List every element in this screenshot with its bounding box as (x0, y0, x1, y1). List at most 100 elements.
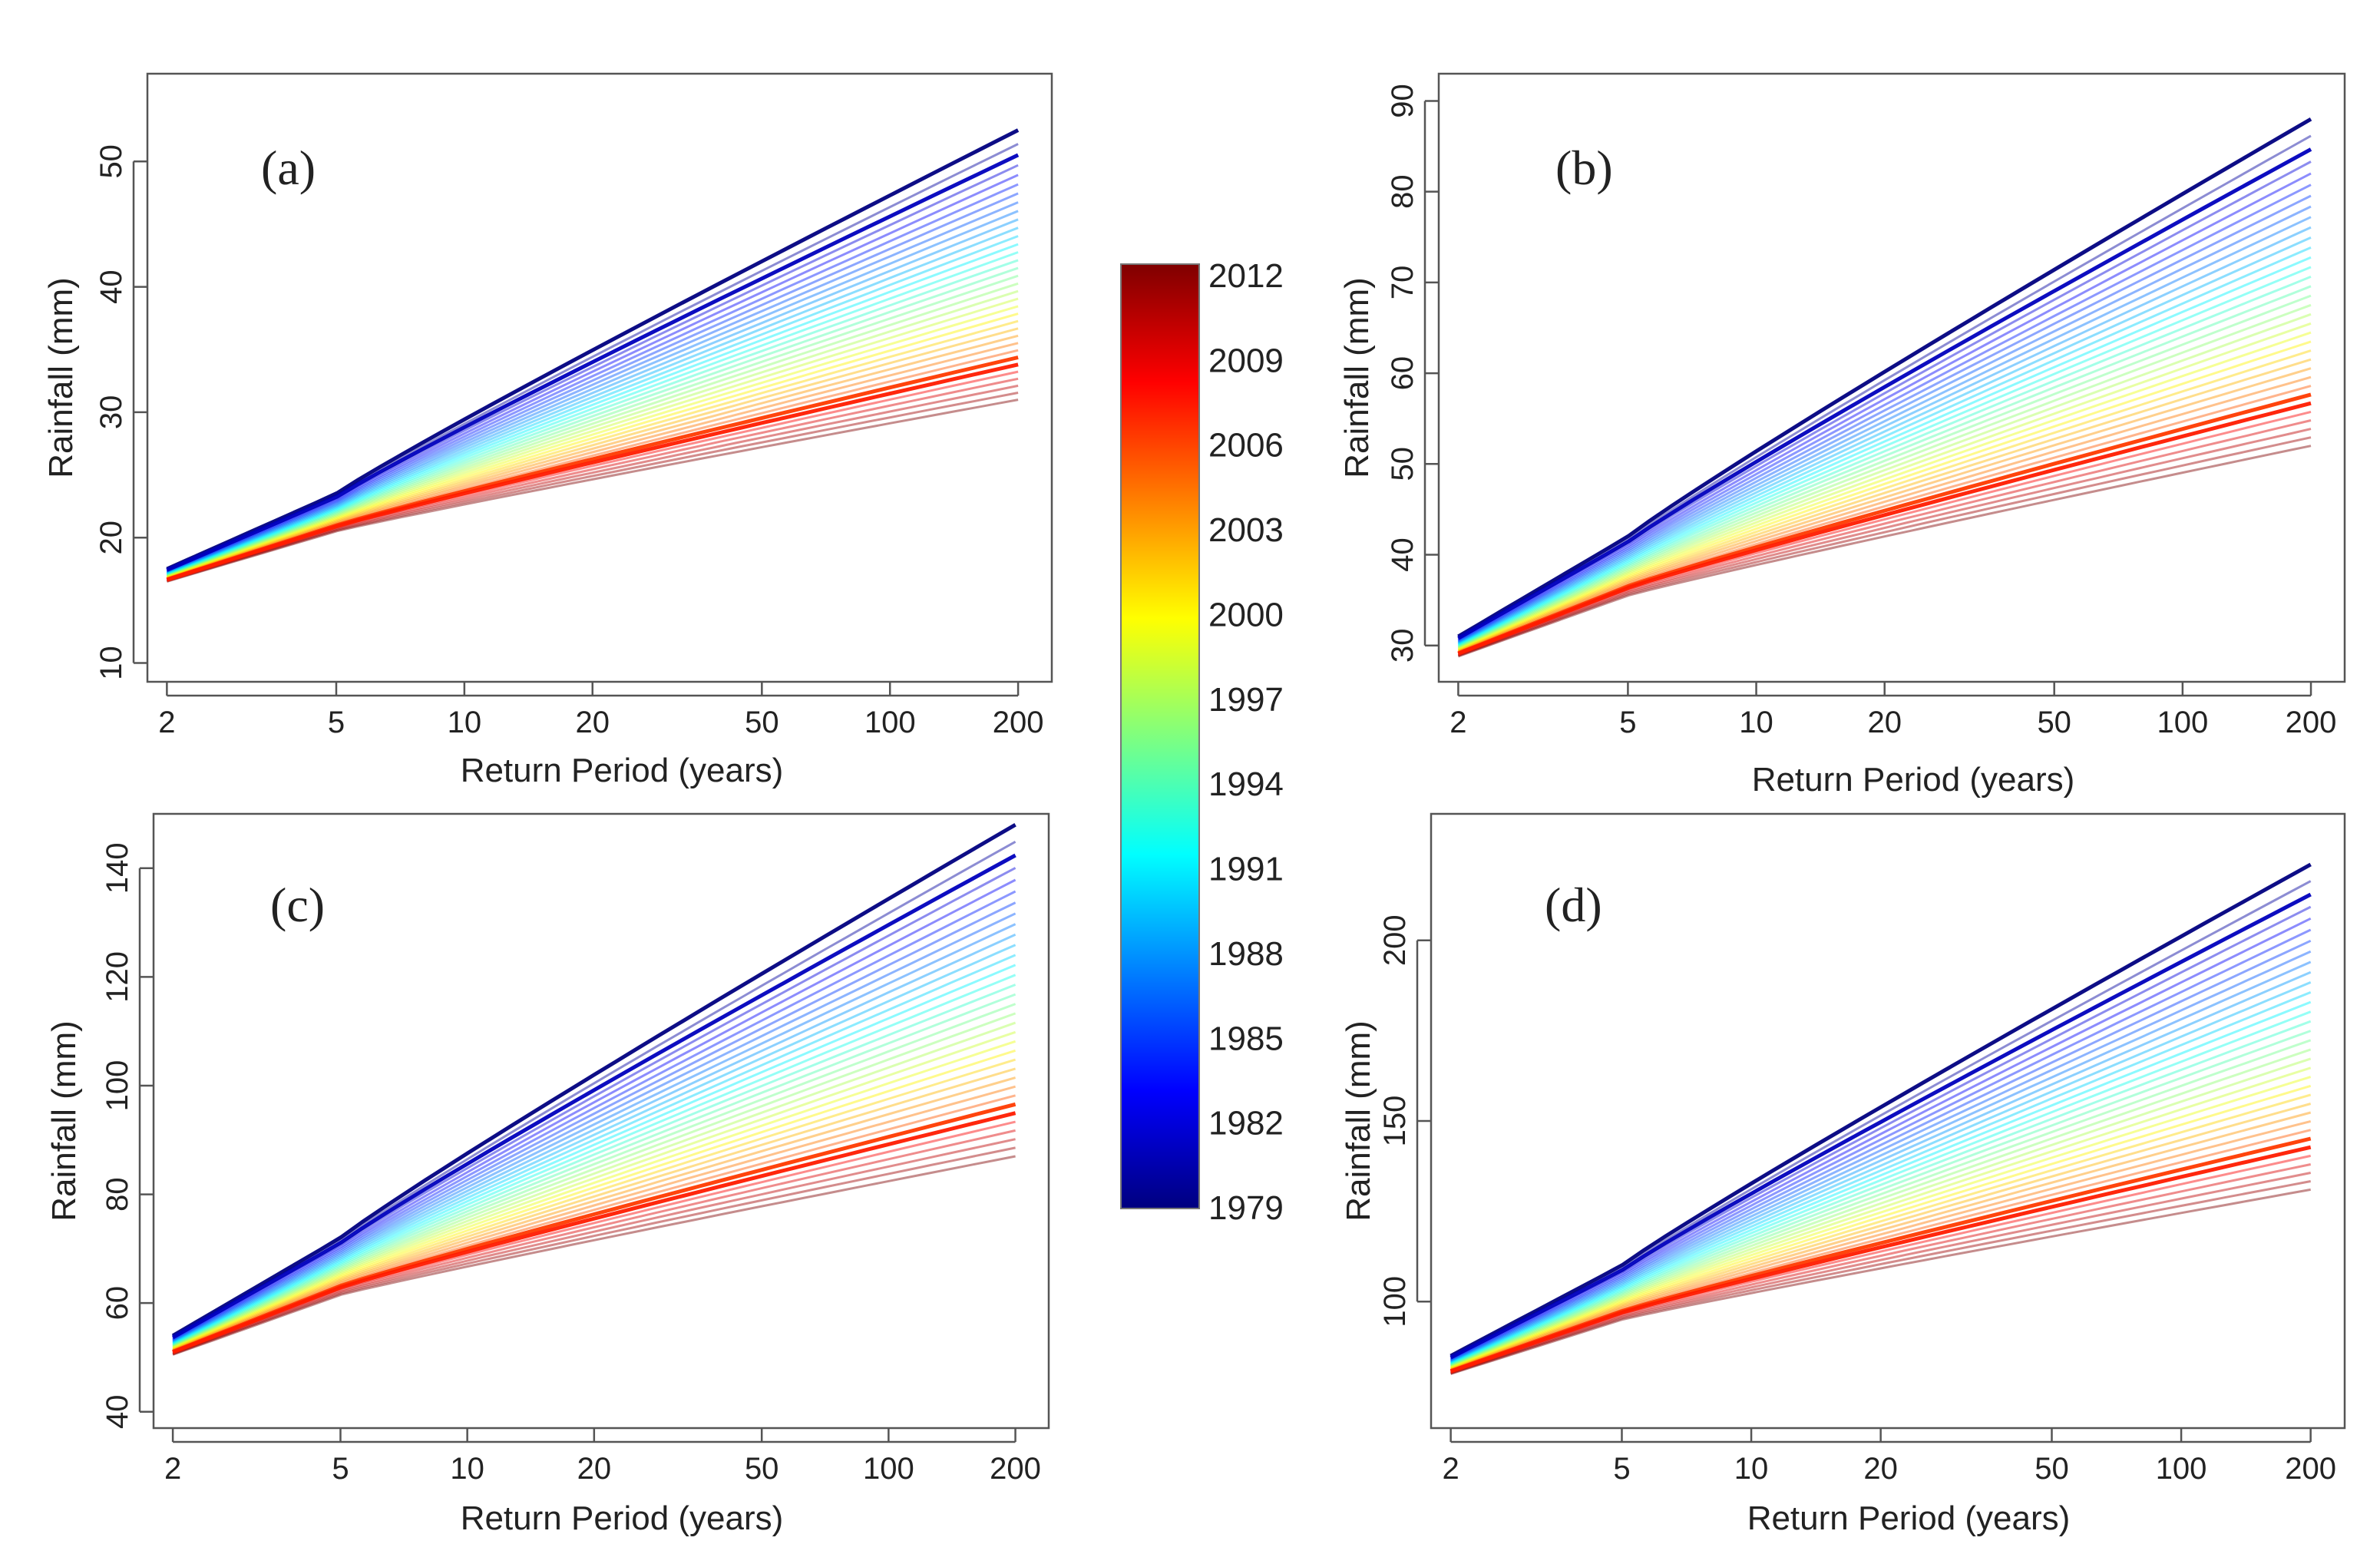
colorbar-tick-label: 1997 (1208, 681, 1284, 719)
panel-c-series-1989 (172, 944, 1016, 1344)
panel-c-series-1992 (172, 974, 1016, 1346)
panel-b-series-1996 (1457, 303, 2312, 650)
panel-c-series-2011 (172, 1146, 1016, 1356)
panel-d-series-1998 (1450, 1066, 2312, 1368)
panel-c-series-2000 (172, 1049, 1016, 1350)
panel-a-ytick-label: 20 (94, 521, 128, 555)
panel-a-series-1981 (166, 153, 1020, 572)
panel-b-series-1995 (1457, 294, 2312, 649)
panel-c-series-1985 (172, 901, 1016, 1341)
colorbar-tick-label: 2000 (1208, 596, 1284, 633)
panel-a-ytick-label: 40 (94, 269, 128, 304)
panel-a-ytick-label: 30 (94, 395, 128, 430)
panel-c-ytick-label: 120 (101, 951, 134, 1003)
panel-c-series-1999 (172, 1040, 1016, 1350)
panel-d-series-2009 (1450, 1163, 2312, 1374)
panel-c-ytick-label: 60 (101, 1286, 134, 1321)
colorbar-tick-label: 1988 (1208, 935, 1284, 973)
panel-c-ylabel: Rainfall (mm) (45, 1020, 83, 1222)
panel-d-ylabel: Rainfall (mm) (1340, 1020, 1377, 1222)
panel-a-series-2012 (166, 398, 1019, 583)
panel-c-series-2003 (172, 1076, 1016, 1351)
panel-c-lines (171, 823, 1016, 1356)
panel-d-series-1993 (1450, 1020, 2312, 1366)
panel-a-xtick-label: 100 (864, 706, 916, 739)
panel-d-series-1991 (1450, 1000, 2312, 1365)
panel-b-xtick-label: 2 (1449, 706, 1466, 739)
panel-c-ytick-label: 100 (101, 1060, 134, 1112)
panel-d-series-1988 (1449, 970, 2312, 1364)
panel-d-series-1994 (1450, 1030, 2312, 1367)
colorbar-gradient (1120, 263, 1200, 1209)
panel-b-series-1983 (1457, 172, 2312, 641)
panel-b-ytick-label: 70 (1386, 266, 1420, 300)
panel-b-series-1987 (1457, 216, 2312, 644)
panel-b-ytick-label: 90 (1386, 84, 1420, 118)
panel-a-series-1990 (166, 235, 1019, 575)
colorbar-tick-label: 1985 (1208, 1020, 1284, 1057)
panel-b-ytick-label: 40 (1386, 537, 1420, 572)
panel-b-series-1991 (1457, 256, 2312, 646)
panel-b-series-1998 (1457, 322, 2312, 650)
panel-a-series-2007 (166, 362, 1019, 582)
panel-a-series-1994 (166, 266, 1019, 577)
panel-b-series-1985 (1457, 194, 2312, 643)
panel-a-label: (a) (261, 141, 316, 195)
panel-b-series-1999 (1457, 331, 2312, 651)
panel-b-xtick-label: 20 (1867, 706, 1902, 739)
panel-a-series-1986 (166, 201, 1019, 574)
panel-a-series-2011 (166, 392, 1019, 583)
colorbar-tick-label: 2003 (1208, 511, 1284, 549)
panel-a-xtick-label: 20 (575, 706, 610, 739)
panel-c-frame (152, 812, 1050, 1430)
panel-d-xticks: 2 5 10 20 50 100 200 (1442, 1428, 2336, 1486)
panel-c-series-1983 (172, 878, 1016, 1341)
panel-c-xtick-label: 5 (332, 1452, 349, 1486)
colorbar: 2012 2009 2006 2003 2000 1997 1994 1991 1988 1985… (1120, 257, 1284, 1227)
panel-b-series-2009 (1457, 419, 2312, 656)
panel-d: 2 5 10 20 50 100 200 100 150 200 (d) Return Peri… (1340, 812, 2346, 1537)
panel-d-series-1995 (1450, 1039, 2312, 1367)
panel-c-ytick-label: 80 (101, 1177, 134, 1212)
panel-c-series-1991 (172, 964, 1016, 1345)
panel-b: 2 5 10 20 50 100 200 30 40 50 60 70 80 90 (b) Return… (1338, 72, 2346, 798)
panel-d-series-1984 (1449, 928, 2312, 1361)
panel-c-ytick-label: 140 (101, 842, 134, 894)
panel-b-series-1993 (1457, 276, 2312, 647)
colorbar-tick-label: 2009 (1208, 342, 1284, 379)
panel-c-series-1988 (172, 933, 1016, 1344)
panel-d-series-1981 (1449, 892, 2312, 1360)
panel-d-series-2007 (1449, 1145, 2312, 1374)
panel-c-label: (c) (270, 878, 325, 932)
panel-c-series-1987 (172, 923, 1016, 1343)
panel-a-lines (166, 128, 1020, 583)
panel-a-ytick-label: 10 (94, 646, 128, 680)
panel-c-series-1984 (172, 890, 1016, 1341)
panel-d-series-2003 (1450, 1111, 2312, 1371)
panel-d-series-1997 (1450, 1057, 2312, 1368)
panel-d-label: (d) (1545, 878, 1602, 932)
panel-d-series-1996 (1450, 1048, 2312, 1367)
panel-b-xtick-label: 200 (2286, 706, 2337, 739)
panel-c-xticks: 2 5 10 20 50 100 200 (164, 1428, 1041, 1486)
panel-c-series-2004 (172, 1085, 1016, 1352)
panel-c-series-2002 (172, 1067, 1016, 1351)
panel-c-xtick-label: 10 (450, 1452, 484, 1486)
panel-c-series-1998 (172, 1030, 1016, 1349)
panel-a-series-1999 (166, 305, 1019, 579)
panel-c: 2 5 10 20 50 100 200 40 60 80 100 120 140 (c) Retur… (45, 812, 1050, 1537)
panel-c-series-1979 (171, 823, 1016, 1337)
colorbar-tick-label: 1982 (1208, 1105, 1284, 1142)
panel-d-xtick-label: 200 (2285, 1452, 2336, 1486)
panel-b-series-2000 (1457, 340, 2312, 651)
panel-d-series-2010 (1450, 1172, 2311, 1374)
panel-d-xtick-label: 5 (1613, 1452, 1630, 1486)
panel-b-xtick-label: 10 (1739, 706, 1773, 739)
panel-d-series-2002 (1450, 1103, 2312, 1370)
panel-b-series-2012 (1457, 445, 2312, 658)
panel-a-series-1983 (166, 174, 1019, 573)
panel-b-xlabel: Return Period (years) (1752, 761, 2075, 798)
panel-c-xtick-label: 50 (745, 1452, 779, 1486)
panel-d-xtick-label: 100 (2156, 1452, 2207, 1486)
panel-d-xtick-label: 50 (2035, 1452, 2069, 1486)
